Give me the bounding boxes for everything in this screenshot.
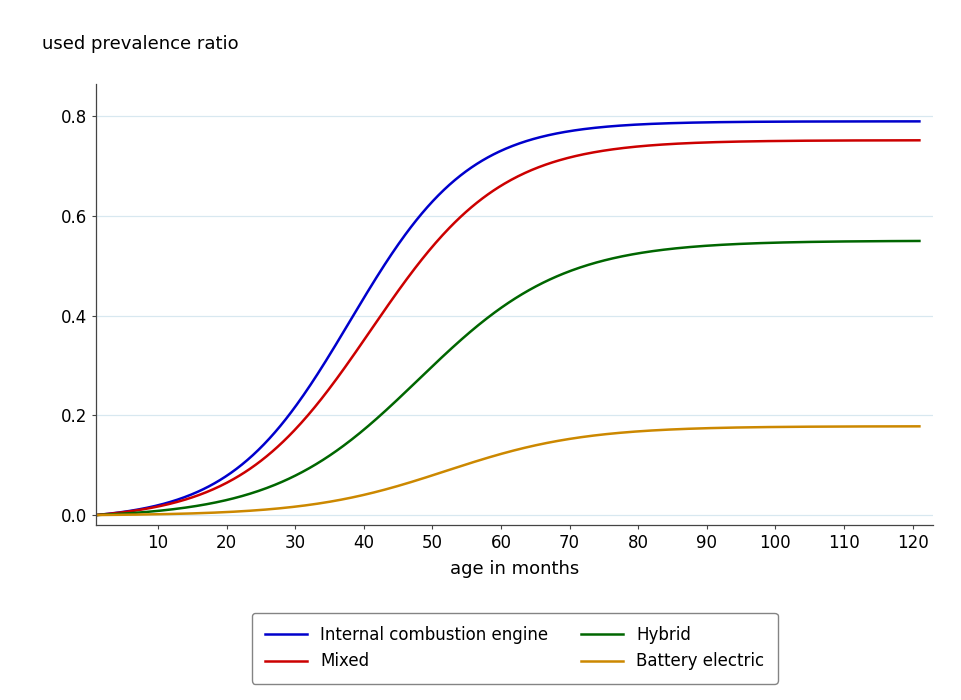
Internal combustion engine	[235, 461, 247, 469]
Mixed	[90, 511, 102, 519]
Hybrid	[462, 329, 474, 337]
Hybrid	[709, 241, 721, 249]
Mixed	[639, 141, 651, 150]
Battery electric	[709, 424, 721, 432]
Mixed	[462, 205, 474, 214]
Battery electric	[302, 501, 313, 510]
Legend: Internal combustion engine, Mixed, Hybrid, Battery electric: Internal combustion engine, Mixed, Hybri…	[251, 612, 777, 684]
Battery electric	[913, 422, 924, 430]
Mixed	[913, 136, 924, 144]
Battery electric	[235, 507, 247, 515]
Text: used prevalence ratio: used prevalence ratio	[41, 35, 238, 53]
Line: Internal combustion engine: Internal combustion engine	[96, 121, 919, 515]
Mixed	[709, 138, 721, 146]
Internal combustion engine	[302, 384, 313, 393]
Line: Mixed: Mixed	[96, 140, 919, 515]
Internal combustion engine	[462, 165, 474, 174]
Line: Hybrid: Hybrid	[96, 241, 919, 515]
Mixed	[235, 470, 247, 478]
Mixed	[302, 411, 313, 419]
Hybrid	[639, 248, 651, 256]
Line: Battery electric: Battery electric	[96, 426, 919, 515]
Hybrid	[302, 465, 313, 473]
Internal combustion engine	[639, 120, 651, 128]
Hybrid	[913, 237, 924, 245]
Battery electric	[462, 459, 474, 468]
Internal combustion engine	[913, 117, 924, 125]
Internal combustion engine	[709, 118, 721, 127]
Internal combustion engine	[575, 125, 586, 134]
Mixed	[575, 150, 586, 159]
Battery electric	[90, 511, 102, 519]
Battery electric	[575, 433, 586, 442]
Internal combustion engine	[90, 511, 102, 519]
Hybrid	[235, 492, 247, 500]
Hybrid	[575, 263, 586, 272]
Hybrid	[90, 511, 102, 519]
Battery electric	[639, 426, 651, 435]
X-axis label: age in months: age in months	[450, 561, 579, 578]
